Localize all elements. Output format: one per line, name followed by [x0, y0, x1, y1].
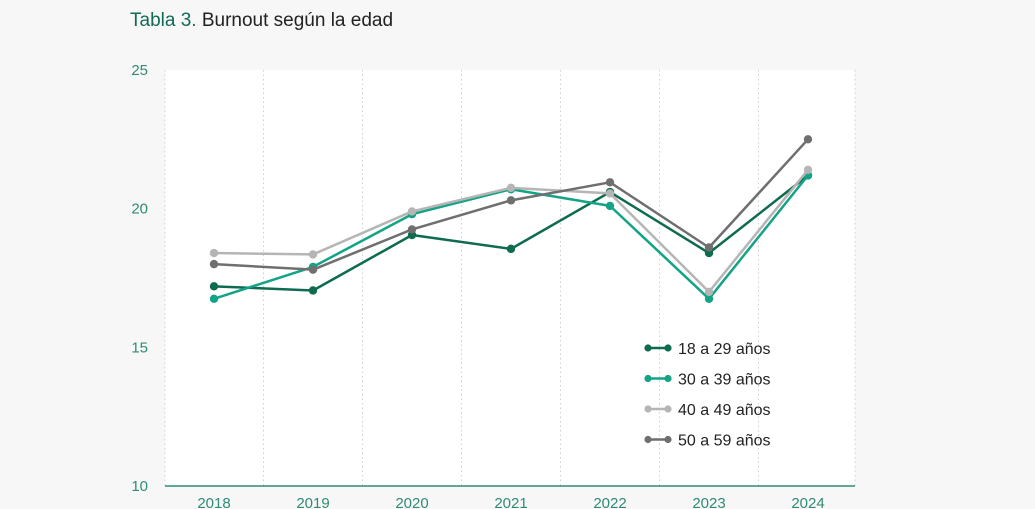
x-tick-label: 2019 [296, 495, 329, 509]
legend-marker [664, 374, 672, 383]
legend-label: 18 a 29 años [678, 341, 771, 358]
data-point [407, 225, 417, 234]
data-point [803, 135, 813, 144]
data-point [407, 207, 417, 216]
legend-marker [664, 405, 672, 413]
y-tick-label: 20 [131, 201, 148, 218]
chart-title-text: Burnout según la edad [201, 10, 394, 31]
data-point [506, 196, 516, 205]
legend-marker [664, 344, 672, 352]
data-point [605, 178, 615, 187]
plot-area [165, 70, 855, 486]
series-4 [209, 135, 813, 274]
data-point [209, 259, 219, 269]
data-point [209, 248, 219, 258]
data-point [605, 201, 615, 211]
data-point [704, 243, 714, 252]
y-tick-label: 15 [131, 339, 148, 356]
legend-marker [644, 374, 652, 383]
y-tick-label: 25 [131, 62, 148, 79]
data-point [704, 287, 714, 297]
x-tick-label: 2021 [494, 495, 527, 509]
chart-title-prefix: Tabla 3. [130, 10, 197, 31]
grid-lines [164, 70, 856, 486]
axes: 10 15 20 25 2018 2019 2020 2021 2022 2023 2024 [131, 62, 855, 509]
legend-label: 30 a 39 años [678, 372, 771, 389]
x-tick-label: 2022 [593, 495, 626, 509]
legend-label: 50 a 59 años [678, 433, 771, 450]
data-point [308, 286, 318, 295]
data-point [506, 244, 516, 254]
x-tick-label: 2018 [197, 495, 230, 509]
data-point [803, 165, 813, 175]
data-point [209, 282, 219, 291]
y-tick-label: 10 [131, 478, 148, 495]
x-tick-label: 2020 [395, 495, 428, 509]
data-point [704, 294, 714, 303]
series-3 [209, 165, 813, 297]
series-group [209, 135, 813, 303]
data-point [506, 183, 516, 193]
legend-marker [644, 344, 652, 352]
legend-marker [664, 435, 672, 444]
x-tick-label: 2024 [791, 495, 824, 509]
legend-marker [644, 405, 652, 413]
legend: 18 a 29 años 30 a 39 años 40 a 49 años 50 a… [644, 341, 771, 450]
legend-label: 40 a 49 años [678, 402, 771, 419]
chart-title: Tabla 3. Burnout según la edad [130, 10, 393, 32]
legend-item: 30 a 39 años [644, 372, 771, 389]
x-tick-label: 2023 [692, 495, 725, 509]
legend-item: 18 a 29 años [644, 341, 771, 358]
legend-marker [644, 435, 652, 444]
legend-item: 40 a 49 años [644, 402, 771, 419]
data-point [209, 294, 219, 303]
legend-item: 50 a 59 años [644, 433, 771, 450]
data-point [308, 265, 318, 274]
data-point [308, 250, 318, 259]
data-point [605, 189, 615, 198]
